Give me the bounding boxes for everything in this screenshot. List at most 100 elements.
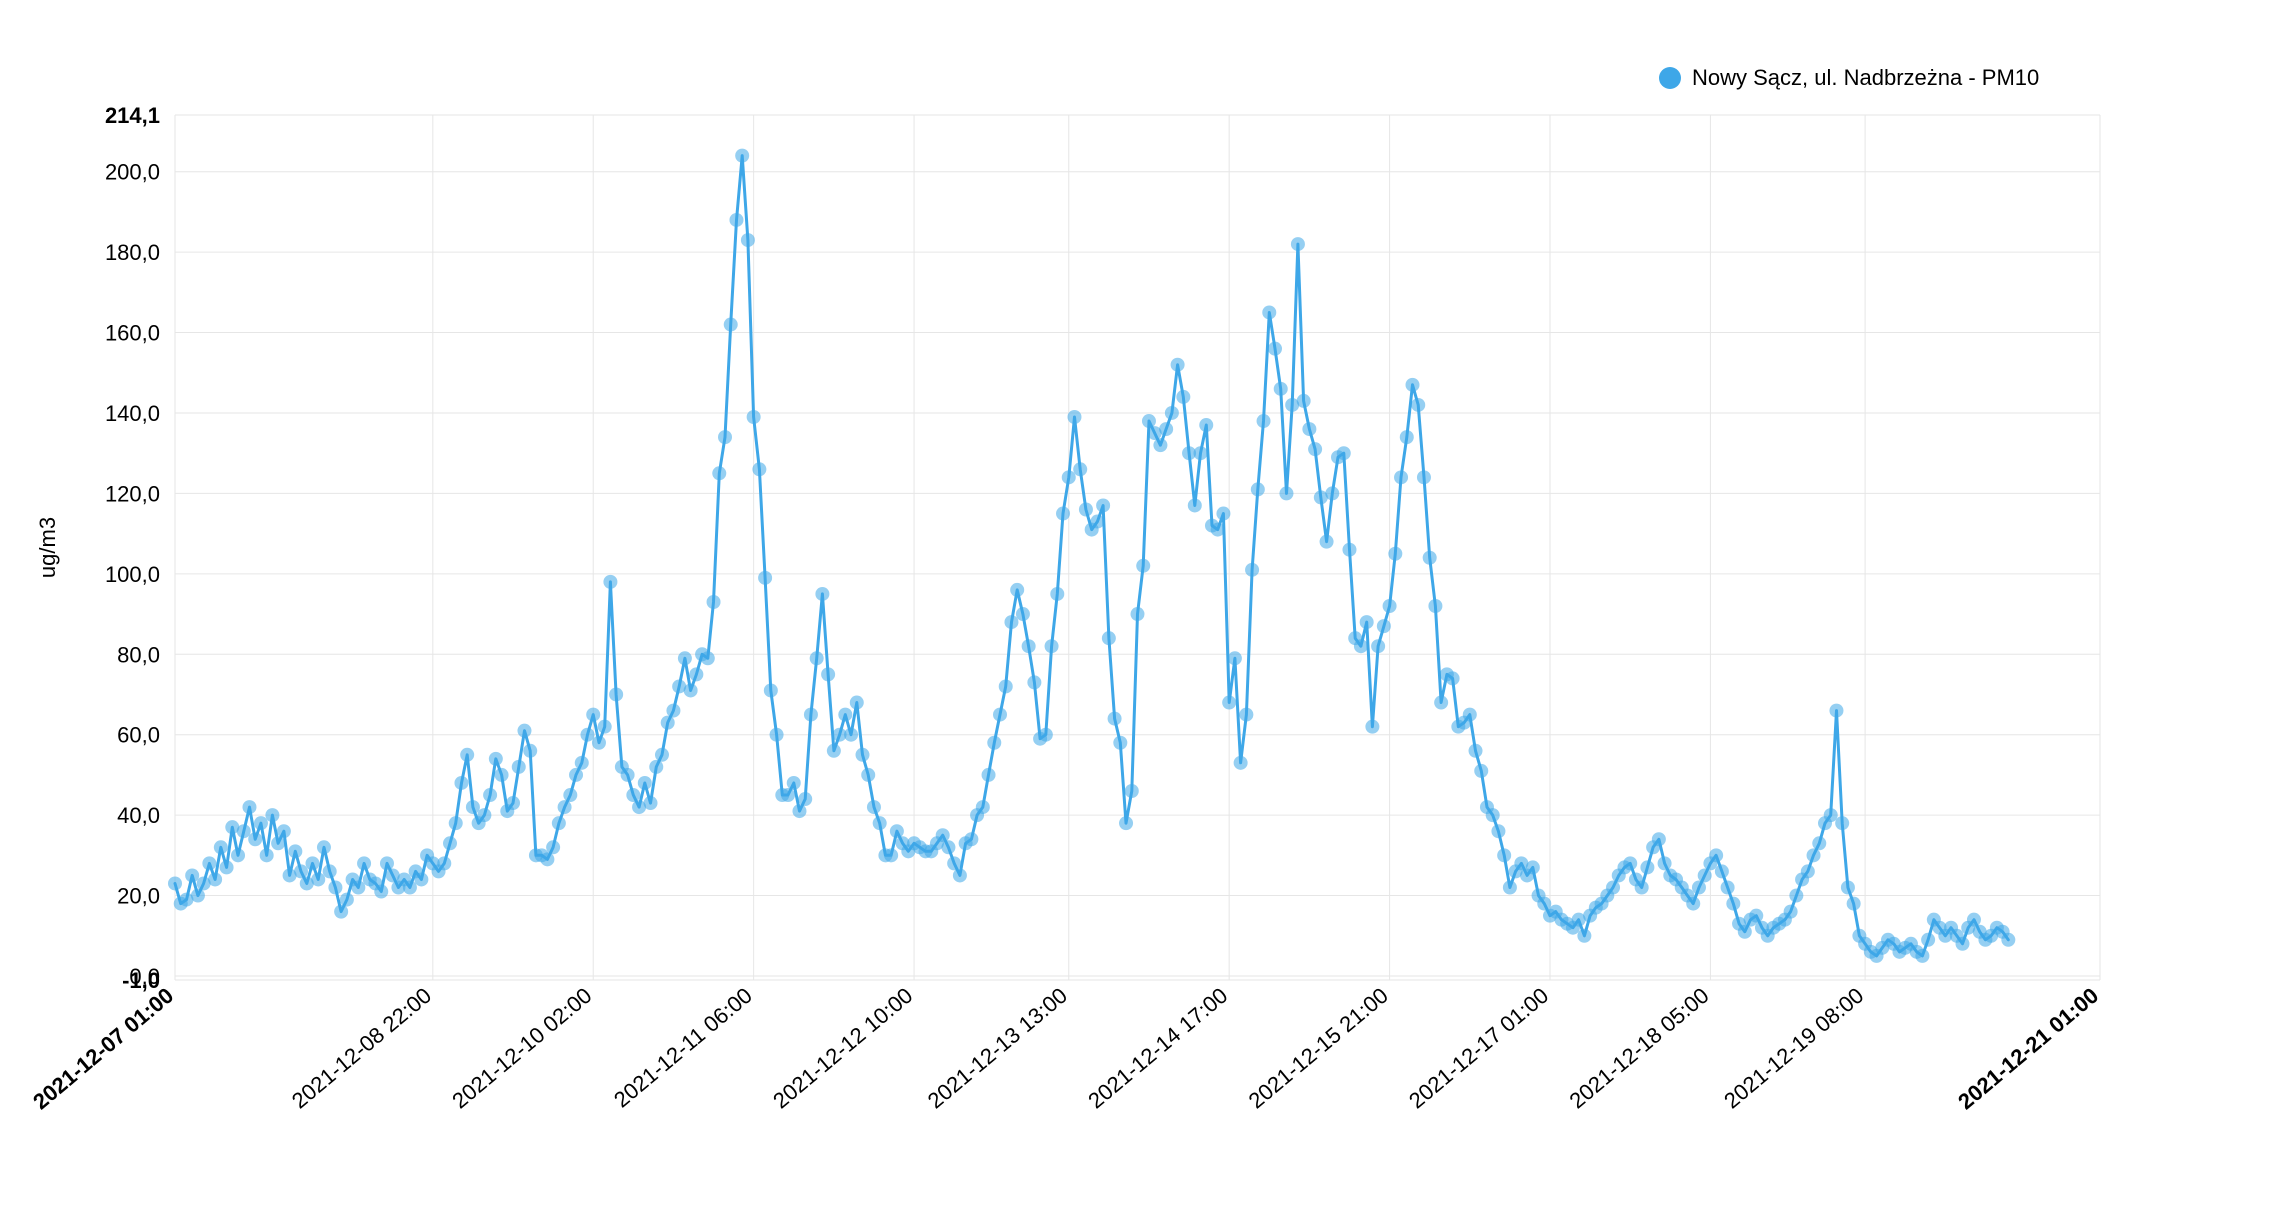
y-axis-label: ug/m3 xyxy=(35,517,60,578)
series-marker xyxy=(1268,342,1282,356)
series-marker xyxy=(689,667,703,681)
series-marker xyxy=(1428,599,1442,613)
series-marker xyxy=(168,876,182,890)
series-marker xyxy=(1073,462,1087,476)
series-marker xyxy=(1388,547,1402,561)
series-marker xyxy=(340,893,354,907)
series-marker xyxy=(1045,639,1059,653)
series-marker xyxy=(1010,583,1024,597)
pm10-line-chart: 0,020,040,060,080,0100,0120,0140,0160,01… xyxy=(0,0,2274,1230)
series-marker xyxy=(1251,482,1265,496)
series-marker xyxy=(506,796,520,810)
series-marker xyxy=(185,868,199,882)
series-marker xyxy=(850,696,864,710)
series-marker xyxy=(787,776,801,790)
chart-svg: 0,020,040,060,080,0100,0120,0140,0160,01… xyxy=(0,0,2274,1230)
series-marker xyxy=(884,848,898,862)
series-marker xyxy=(575,756,589,770)
series-marker xyxy=(678,651,692,665)
series-marker xyxy=(1108,712,1122,726)
series-marker xyxy=(661,716,675,730)
series-marker xyxy=(1325,486,1339,500)
series-marker xyxy=(1113,736,1127,750)
y-tick-label: 40,0 xyxy=(117,803,160,828)
series-marker xyxy=(1692,881,1706,895)
series-marker xyxy=(1016,607,1030,621)
series-marker xyxy=(781,788,795,802)
y-tick-label: 20,0 xyxy=(117,884,160,909)
series-marker xyxy=(1131,607,1145,621)
series-marker xyxy=(1090,515,1104,529)
series-marker xyxy=(1153,438,1167,452)
series-marker xyxy=(947,856,961,870)
series-marker xyxy=(357,856,371,870)
series-marker xyxy=(621,768,635,782)
series-marker xyxy=(1291,237,1305,251)
series-marker xyxy=(770,728,784,742)
series-marker xyxy=(208,872,222,886)
series-marker xyxy=(242,800,256,814)
series-marker xyxy=(1715,864,1729,878)
series-marker xyxy=(1503,881,1517,895)
series-marker xyxy=(1371,639,1385,653)
series-marker xyxy=(1354,639,1368,653)
series-marker xyxy=(512,760,526,774)
series-marker xyxy=(306,856,320,870)
series-marker xyxy=(701,651,715,665)
series-marker xyxy=(752,462,766,476)
series-marker xyxy=(1801,864,1815,878)
series-marker xyxy=(1824,808,1838,822)
series-marker xyxy=(351,881,365,895)
series-marker xyxy=(323,864,337,878)
series-marker xyxy=(827,744,841,758)
series-marker xyxy=(1423,551,1437,565)
series-marker xyxy=(649,760,663,774)
series-marker xyxy=(999,679,1013,693)
series-marker xyxy=(1056,507,1070,521)
y-tick-label: 80,0 xyxy=(117,642,160,667)
series-marker xyxy=(707,595,721,609)
series-marker xyxy=(454,776,468,790)
series-marker xyxy=(265,808,279,822)
series-marker xyxy=(1915,949,1929,963)
series-marker xyxy=(1400,430,1414,444)
series-marker xyxy=(890,824,904,838)
series-marker xyxy=(1176,390,1190,404)
series-marker xyxy=(1807,848,1821,862)
series-marker xyxy=(1216,507,1230,521)
series-marker xyxy=(1526,860,1540,874)
series-marker xyxy=(311,872,325,886)
series-marker xyxy=(724,318,738,332)
series-marker xyxy=(1784,905,1798,919)
series-marker xyxy=(655,748,669,762)
series-marker xyxy=(1812,836,1826,850)
series-marker xyxy=(1956,937,1970,951)
series-marker xyxy=(993,708,1007,722)
series-marker xyxy=(1302,422,1316,436)
series-marker xyxy=(540,852,554,866)
series-marker xyxy=(1835,816,1849,830)
series-marker xyxy=(1463,708,1477,722)
series-marker xyxy=(1188,498,1202,512)
series-marker xyxy=(1199,418,1213,432)
series-marker xyxy=(936,828,950,842)
series-marker xyxy=(581,728,595,742)
legend-marker-icon xyxy=(1659,67,1681,89)
series-marker xyxy=(202,856,216,870)
series-marker xyxy=(437,856,451,870)
series-marker xyxy=(861,768,875,782)
series-marker xyxy=(1096,498,1110,512)
series-marker xyxy=(1039,728,1053,742)
series-marker xyxy=(1434,696,1448,710)
series-marker xyxy=(1262,305,1276,319)
series-marker xyxy=(1394,470,1408,484)
series-marker xyxy=(1027,675,1041,689)
series-marker xyxy=(237,824,251,838)
series-marker xyxy=(1360,615,1374,629)
series-marker xyxy=(1257,414,1271,428)
series-marker xyxy=(374,885,388,899)
series-marker xyxy=(1652,832,1666,846)
series-marker xyxy=(867,800,881,814)
series-marker xyxy=(603,575,617,589)
series-marker xyxy=(460,748,474,762)
